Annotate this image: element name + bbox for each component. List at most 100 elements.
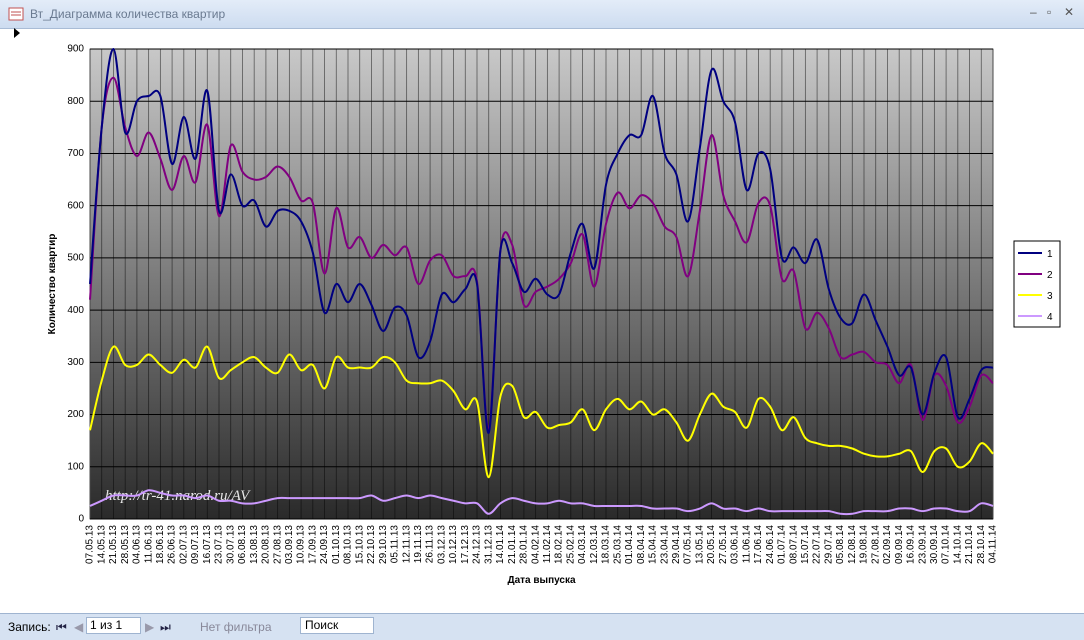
x-tick-label: 01.07.14 bbox=[777, 525, 788, 564]
x-tick-label: 15.10.13 bbox=[354, 525, 365, 564]
y-tick-label: 0 bbox=[78, 514, 84, 525]
x-tick-label: 07.05.14 bbox=[683, 525, 694, 564]
x-tick-label: 09.07.13 bbox=[190, 525, 201, 564]
x-tick-label: 19.08.14 bbox=[859, 525, 870, 564]
search-box[interactable]: Поиск bbox=[300, 617, 374, 634]
minimize[interactable]: – bbox=[1030, 5, 1037, 19]
x-tick-label: 13.08.13 bbox=[249, 525, 260, 564]
x-tick-label: 23.04.14 bbox=[659, 525, 670, 564]
x-tick-label: 26.06.13 bbox=[167, 525, 178, 564]
window-title: Вт_Диаграмма количества квартир bbox=[30, 7, 226, 21]
first-button[interactable]: ⏮ bbox=[56, 620, 67, 634]
x-tick-label: 13.05.14 bbox=[694, 525, 705, 564]
x-tick-label: 03.09.13 bbox=[284, 525, 295, 564]
x-tick-label: 25.02.14 bbox=[565, 525, 576, 564]
x-axis-title: Дата выпуска bbox=[507, 575, 576, 586]
x-tick-label: 09.09.14 bbox=[894, 525, 905, 564]
y-tick-label: 600 bbox=[67, 200, 84, 211]
legend-label: 4 bbox=[1047, 312, 1053, 323]
y-axis-title: Количество квартир bbox=[47, 234, 58, 335]
next-button[interactable]: ▶ bbox=[145, 620, 155, 634]
x-tick-label: 28.05.13 bbox=[120, 525, 131, 564]
y-tick-label: 900 bbox=[67, 44, 84, 55]
x-tick-label: 07.05.13 bbox=[85, 525, 96, 564]
x-tick-label: 18.03.14 bbox=[601, 525, 612, 564]
x-tick-label: 17.09.13 bbox=[307, 525, 318, 564]
x-tick-label: 16.07.13 bbox=[202, 525, 213, 564]
last-button[interactable]: ⏭ bbox=[160, 620, 171, 634]
x-tick-label: 04.03.14 bbox=[577, 525, 588, 564]
x-tick-label: 17.12.13 bbox=[460, 525, 471, 564]
y-tick-label: 300 bbox=[67, 357, 84, 368]
record-input[interactable]: 1 из 1 bbox=[86, 617, 141, 634]
x-tick-label: 23.07.13 bbox=[214, 525, 225, 564]
x-tick-label: 15.04.14 bbox=[648, 525, 659, 564]
legend-label: 2 bbox=[1047, 270, 1053, 281]
filter-button[interactable]: Нет фильтра bbox=[200, 620, 272, 634]
x-tick-label: 14.10.14 bbox=[952, 525, 963, 564]
y-tick-label: 400 bbox=[67, 305, 84, 316]
x-tick-label: 17.06.14 bbox=[753, 525, 764, 564]
x-tick-label: 08.04.14 bbox=[636, 525, 647, 564]
x-tick-label: 22.10.13 bbox=[366, 525, 377, 564]
x-tick-label: 10.09.13 bbox=[296, 525, 307, 564]
prev-button[interactable]: ◀ bbox=[74, 620, 84, 634]
x-tick-label: 03.06.14 bbox=[730, 525, 741, 564]
x-tick-label: 30.09.14 bbox=[929, 525, 940, 564]
form-icon bbox=[8, 7, 24, 21]
x-tick-label: 08.07.14 bbox=[788, 525, 799, 564]
x-tick-label: 27.08.13 bbox=[272, 525, 283, 564]
series-line bbox=[89, 489, 994, 516]
x-tick-label: 12.03.14 bbox=[589, 525, 600, 564]
x-tick-label: 28.01.14 bbox=[519, 525, 530, 564]
x-tick-label: 03.12.13 bbox=[436, 525, 447, 564]
x-tick-label: 05.08.14 bbox=[835, 525, 846, 564]
record-selector bbox=[14, 28, 20, 38]
y-tick-label: 200 bbox=[67, 409, 84, 420]
close[interactable]: ✕ bbox=[1064, 5, 1075, 19]
x-tick-label: 11.02.14 bbox=[542, 525, 553, 564]
legend-label: 3 bbox=[1047, 291, 1053, 302]
x-tick-label: 27.05.14 bbox=[718, 525, 729, 564]
y-tick-label: 800 bbox=[67, 96, 84, 107]
x-tick-label: 04.06.13 bbox=[132, 525, 143, 564]
x-tick-label: 11.06.14 bbox=[741, 525, 752, 564]
x-tick-label: 20.05.14 bbox=[706, 525, 717, 564]
x-tick-label: 12.08.14 bbox=[847, 525, 858, 564]
x-tick-label: 23.09.14 bbox=[917, 525, 928, 564]
x-tick-label: 01.10.13 bbox=[331, 525, 342, 564]
series-line bbox=[89, 345, 994, 479]
series-line bbox=[89, 47, 994, 434]
y-tick-label: 100 bbox=[67, 461, 84, 472]
x-tick-label: 12.11.13 bbox=[401, 525, 412, 564]
x-tick-label: 04.02.14 bbox=[530, 525, 541, 564]
series-line bbox=[89, 76, 994, 432]
record-label: Запись: bbox=[8, 620, 51, 634]
x-tick-label: 06.08.13 bbox=[237, 525, 248, 564]
x-tick-label: 26.11.13 bbox=[425, 525, 436, 564]
y-tick-label: 700 bbox=[67, 148, 84, 159]
x-tick-label: 07.10.14 bbox=[941, 525, 952, 564]
maximize[interactable]: ▫ bbox=[1047, 5, 1052, 19]
x-tick-label: 14.05.13 bbox=[96, 525, 107, 564]
x-tick-label: 02.09.14 bbox=[882, 525, 893, 564]
chart: 07.05.13 14.05.13 21.05.13 28.05.13 04.06.13… bbox=[14, 28, 1061, 586]
x-tick-label: 04.11.14 bbox=[988, 525, 999, 564]
x-tick-label: 24.12.13 bbox=[472, 525, 483, 564]
x-tick-label: 15.07.14 bbox=[800, 525, 811, 564]
x-tick-label: 24.09.13 bbox=[319, 525, 330, 564]
x-tick-label: 05.11.13 bbox=[390, 525, 401, 564]
x-tick-label: 30.07.13 bbox=[225, 525, 236, 564]
x-tick-label: 24.06.14 bbox=[765, 525, 776, 564]
x-tick-label: 25.03.14 bbox=[612, 525, 623, 564]
x-tick-label: 10.12.13 bbox=[448, 525, 459, 564]
x-tick-label: 28.10.14 bbox=[976, 525, 987, 564]
legend-label: 1 bbox=[1047, 249, 1053, 260]
x-tick-label: 14.01.14 bbox=[495, 525, 506, 564]
x-tick-label: 29.07.14 bbox=[823, 525, 834, 564]
x-tick-label: 21.10.14 bbox=[964, 525, 975, 564]
x-tick-label: 18.06.13 bbox=[155, 525, 166, 564]
x-tick-label: 29.10.13 bbox=[378, 525, 389, 564]
x-tick-label: 22.07.14 bbox=[812, 525, 823, 564]
